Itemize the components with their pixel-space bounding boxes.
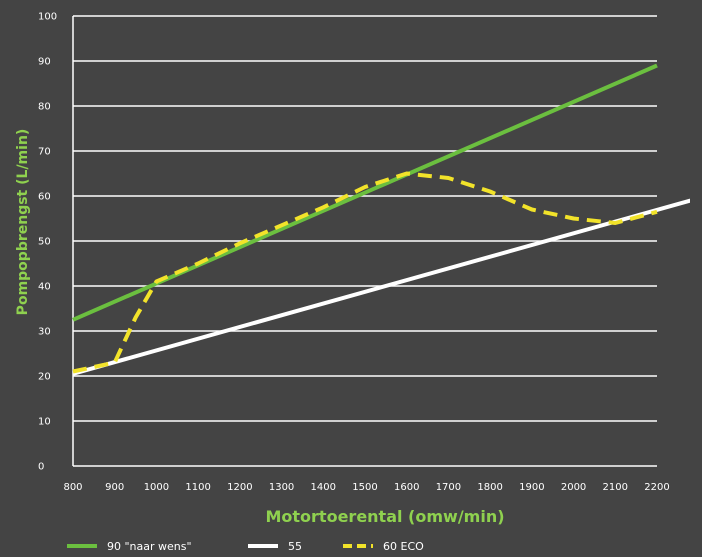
y-axis-label: Pompopbrengst (L/min): [15, 129, 31, 316]
y-tick-label: 100: [38, 12, 57, 23]
y-axis-ticks: 0 10 20 30 40 50 60 70 80 90 100: [38, 12, 57, 473]
y-tick-label: 60: [38, 192, 51, 203]
y-tick-label: 30: [38, 327, 51, 338]
legend-label: 60 ECO: [383, 540, 424, 553]
legend-label: 55: [288, 540, 302, 553]
y-tick-label: 70: [38, 147, 51, 158]
x-tick-label: 800: [63, 482, 82, 493]
x-tick-label: 1100: [185, 482, 210, 493]
series-line-1: [72, 198, 690, 376]
y-tick-label: 80: [38, 102, 51, 113]
x-tick-label: 1800: [477, 482, 502, 493]
x-tick-label: 2100: [603, 482, 628, 493]
x-tick-label: 1200: [227, 482, 252, 493]
x-tick-label: 1700: [436, 482, 461, 493]
x-tick-label: 900: [105, 482, 124, 493]
x-axis-label: Motortoerental (omw/min): [265, 507, 504, 526]
x-tick-label: 1000: [144, 482, 169, 493]
y-tick-label: 50: [38, 237, 51, 248]
x-tick-label: 1300: [269, 482, 294, 493]
series-line-2: [72, 171, 658, 374]
grid-lines: [72, 15, 657, 467]
x-axis-ticks: 800 900 1000 1100 1200 1300 1400 1500 1600 1700 18…: [63, 482, 669, 493]
legend: 90 "naar wens" 55 60 ECO: [67, 540, 424, 553]
x-tick-label: 2200: [644, 482, 669, 493]
y-tick-label: 90: [38, 57, 51, 68]
y-tick-label: 20: [38, 372, 51, 383]
series-lines: [72, 63, 690, 376]
x-tick-label: 2000: [561, 482, 586, 493]
x-tick-label: 1500: [352, 482, 377, 493]
x-tick-label: 1400: [311, 482, 336, 493]
legend-label: 90 "naar wens": [107, 540, 192, 553]
series-line-0: [72, 63, 658, 322]
y-tick-label: 0: [38, 462, 44, 473]
x-tick-label: 1900: [519, 482, 544, 493]
x-tick-label: 1600: [394, 482, 419, 493]
y-tick-label: 40: [38, 282, 51, 293]
y-tick-label: 10: [38, 417, 51, 428]
